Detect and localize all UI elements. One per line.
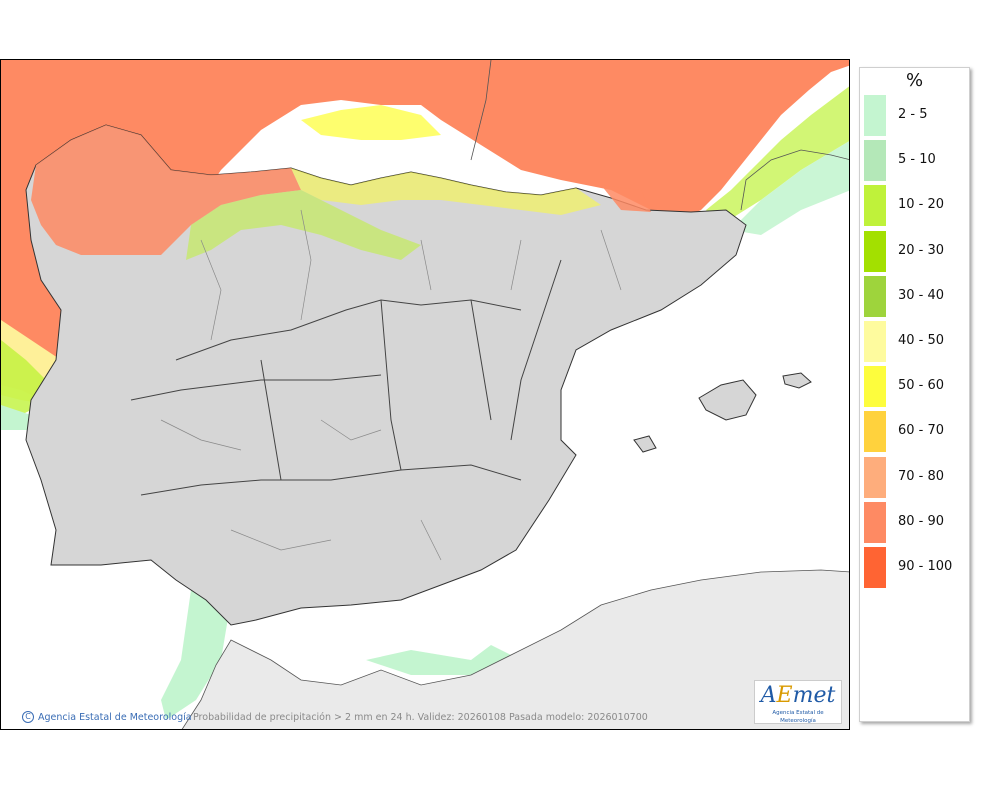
legend-item: 70 - 80 bbox=[864, 456, 968, 499]
legend-item: 2 - 5 bbox=[864, 95, 968, 137]
sea-band-green-east bbox=[706, 86, 849, 225]
agency-credit: C Agencia Estatal de Meteorología bbox=[22, 711, 192, 723]
legend-label: 40 - 50 bbox=[898, 333, 945, 348]
map-canvas bbox=[1, 60, 849, 729]
ibiza-island bbox=[633, 435, 657, 453]
legend-item: 90 - 100 bbox=[864, 547, 968, 589]
legend-item: 80 - 90 bbox=[864, 501, 968, 544]
france-coast bbox=[740, 149, 849, 211]
legend-label: 50 - 60 bbox=[898, 378, 945, 394]
sea-band-light-east bbox=[731, 141, 849, 235]
legend-swatch bbox=[864, 275, 886, 317]
strait-band bbox=[161, 590, 231, 720]
legend-label: 10 - 20 bbox=[898, 197, 945, 213]
land-band-north-yellow bbox=[291, 168, 601, 215]
menorca-island bbox=[782, 372, 812, 389]
legend-swatch bbox=[864, 95, 886, 136]
legend-swatch bbox=[864, 501, 886, 543]
legend-swatch bbox=[864, 321, 886, 362]
probability-legend: % 2 - 5 5 - 10 10 - 20 20 - 30 30 - 40 40 - 5… bbox=[859, 67, 970, 722]
legend-swatch bbox=[864, 230, 886, 272]
legend-label: 70 - 80 bbox=[898, 468, 945, 484]
logo-wordmark: AEmet bbox=[760, 683, 836, 708]
legend-label: 30 - 40 bbox=[898, 287, 945, 303]
legend-item: 20 - 30 bbox=[864, 230, 968, 273]
region-borders bbox=[130, 259, 562, 496]
copyright-icon: C bbox=[22, 711, 34, 723]
legend-item: 40 - 50 bbox=[864, 321, 968, 363]
legend-swatch bbox=[864, 140, 886, 182]
legend-label: 20 - 30 bbox=[898, 242, 945, 258]
logo-subtitle: Agencia Estatal de Meteorología bbox=[772, 710, 824, 724]
legend-swatch bbox=[864, 366, 886, 408]
agency-credit-text: Agencia Estatal de Meteorología bbox=[38, 711, 192, 723]
legend-label: 90 - 100 bbox=[898, 559, 953, 574]
legend-swatch bbox=[864, 456, 886, 498]
france-border bbox=[470, 60, 492, 161]
legend-item: 60 - 70 bbox=[864, 411, 968, 453]
sea-band-yellow-north bbox=[301, 105, 441, 140]
province-borders bbox=[160, 209, 622, 561]
sea-band-80-90 bbox=[1, 60, 849, 400]
land-band-east-80-90 bbox=[601, 185, 651, 212]
legend-item: 10 - 20 bbox=[864, 185, 968, 227]
land-band-north-green bbox=[186, 190, 421, 260]
legend-item: 5 - 10 bbox=[864, 140, 968, 182]
legend-swatch bbox=[864, 411, 886, 453]
land-band-north-80-90 bbox=[31, 125, 301, 255]
legend-swatch bbox=[864, 185, 886, 227]
legend-item: 30 - 40 bbox=[864, 275, 968, 318]
alboran-band bbox=[366, 645, 511, 675]
mallorca-island bbox=[698, 379, 757, 421]
legend-label: 2 - 5 bbox=[898, 107, 928, 122]
legend-label: 60 - 70 bbox=[898, 423, 945, 439]
legend-item: 50 - 60 bbox=[864, 366, 968, 408]
africa-landmass bbox=[181, 569, 849, 729]
aemet-logo: AEmet Agencia Estatal de Meteorología bbox=[754, 680, 842, 724]
legend-swatch bbox=[864, 547, 886, 588]
legend-label: 5 - 10 bbox=[898, 152, 936, 168]
map-caption: Probabilidad de precipitación > 2 mm en … bbox=[193, 712, 648, 723]
probability-map bbox=[0, 59, 850, 730]
legend-title: % bbox=[905, 70, 924, 91]
legend-label: 80 - 90 bbox=[898, 513, 945, 529]
